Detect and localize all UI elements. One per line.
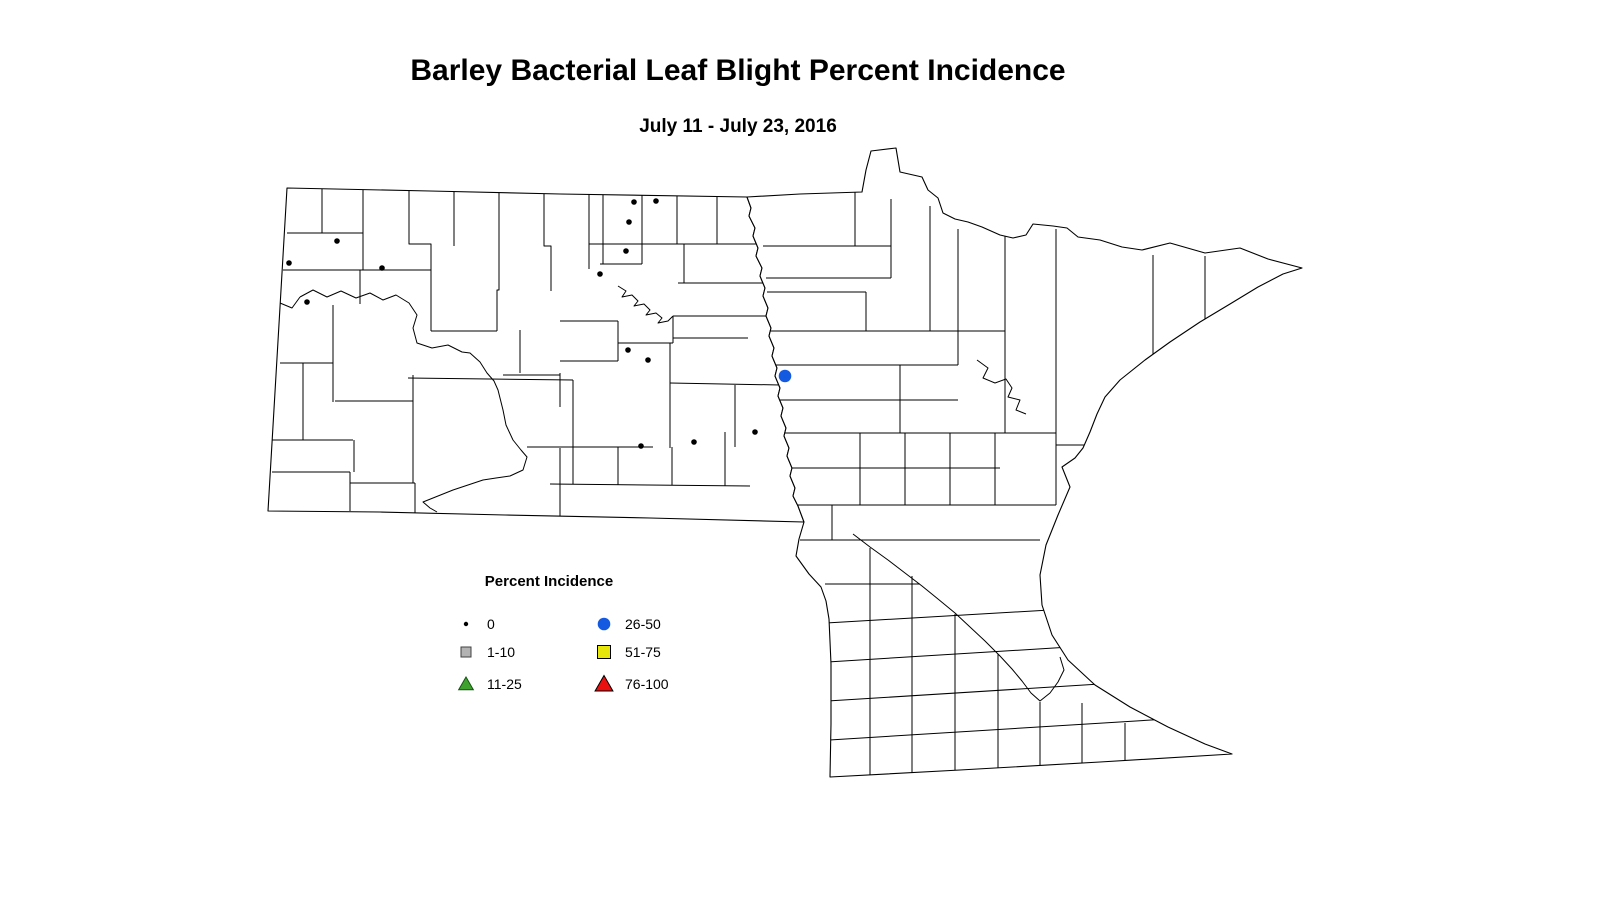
map-marker-0 (645, 357, 651, 363)
map-marker-0 (638, 443, 644, 449)
legend-item-label: 1-10 (487, 644, 516, 660)
legend-item-0: 0 (452, 610, 495, 638)
minnesota-county-lines (763, 192, 1206, 777)
legend-title: Percent Incidence (484, 573, 614, 590)
map-marker-0 (304, 299, 310, 305)
map-marker-0 (691, 439, 697, 445)
legend-item-label: 76-100 (625, 676, 669, 692)
map-marker-0 (626, 219, 632, 225)
legend-item-76-100: 76-100 (590, 670, 669, 698)
legend-item-11-25: 11-25 (452, 670, 522, 698)
map-marker-0 (752, 429, 758, 435)
map-marker-0 (334, 238, 340, 244)
map-marker-0 (625, 347, 631, 353)
legend-item-26-50: 26-50 (590, 610, 661, 638)
legend-item-label: 51-75 (625, 644, 661, 660)
map-marker-0 (631, 199, 637, 205)
map-marker-0 (653, 198, 659, 204)
map-marker-0 (379, 265, 385, 271)
map-marker-0 (286, 260, 292, 266)
legend-symbol-triangle (457, 675, 475, 691)
north-dakota-county-lines (268, 189, 781, 520)
map-markers (286, 198, 792, 449)
legend-item-label: 11-25 (487, 676, 522, 692)
legend-symbol-circle (597, 617, 611, 631)
legend-item-1-10: 1-10 (452, 638, 515, 666)
legend-symbol-square (460, 646, 472, 658)
legend-item-51-75: 51-75 (590, 638, 661, 666)
legend-symbol-square (597, 645, 611, 659)
map-marker-0 (623, 248, 629, 254)
chart-title: Barley Bacterial Leaf Blight Percent Inc… (410, 54, 1066, 87)
legend-item-label: 0 (487, 616, 495, 632)
map-marker-26-50 (778, 369, 792, 383)
legend-item-label: 26-50 (625, 616, 661, 632)
minnesota-outline (746, 147, 1303, 778)
legend-symbol-triangle (594, 674, 614, 692)
legend-symbol-circle (463, 621, 469, 627)
chart-subtitle: July 11 - July 23, 2016 (639, 116, 837, 137)
map-marker-0 (597, 271, 603, 277)
